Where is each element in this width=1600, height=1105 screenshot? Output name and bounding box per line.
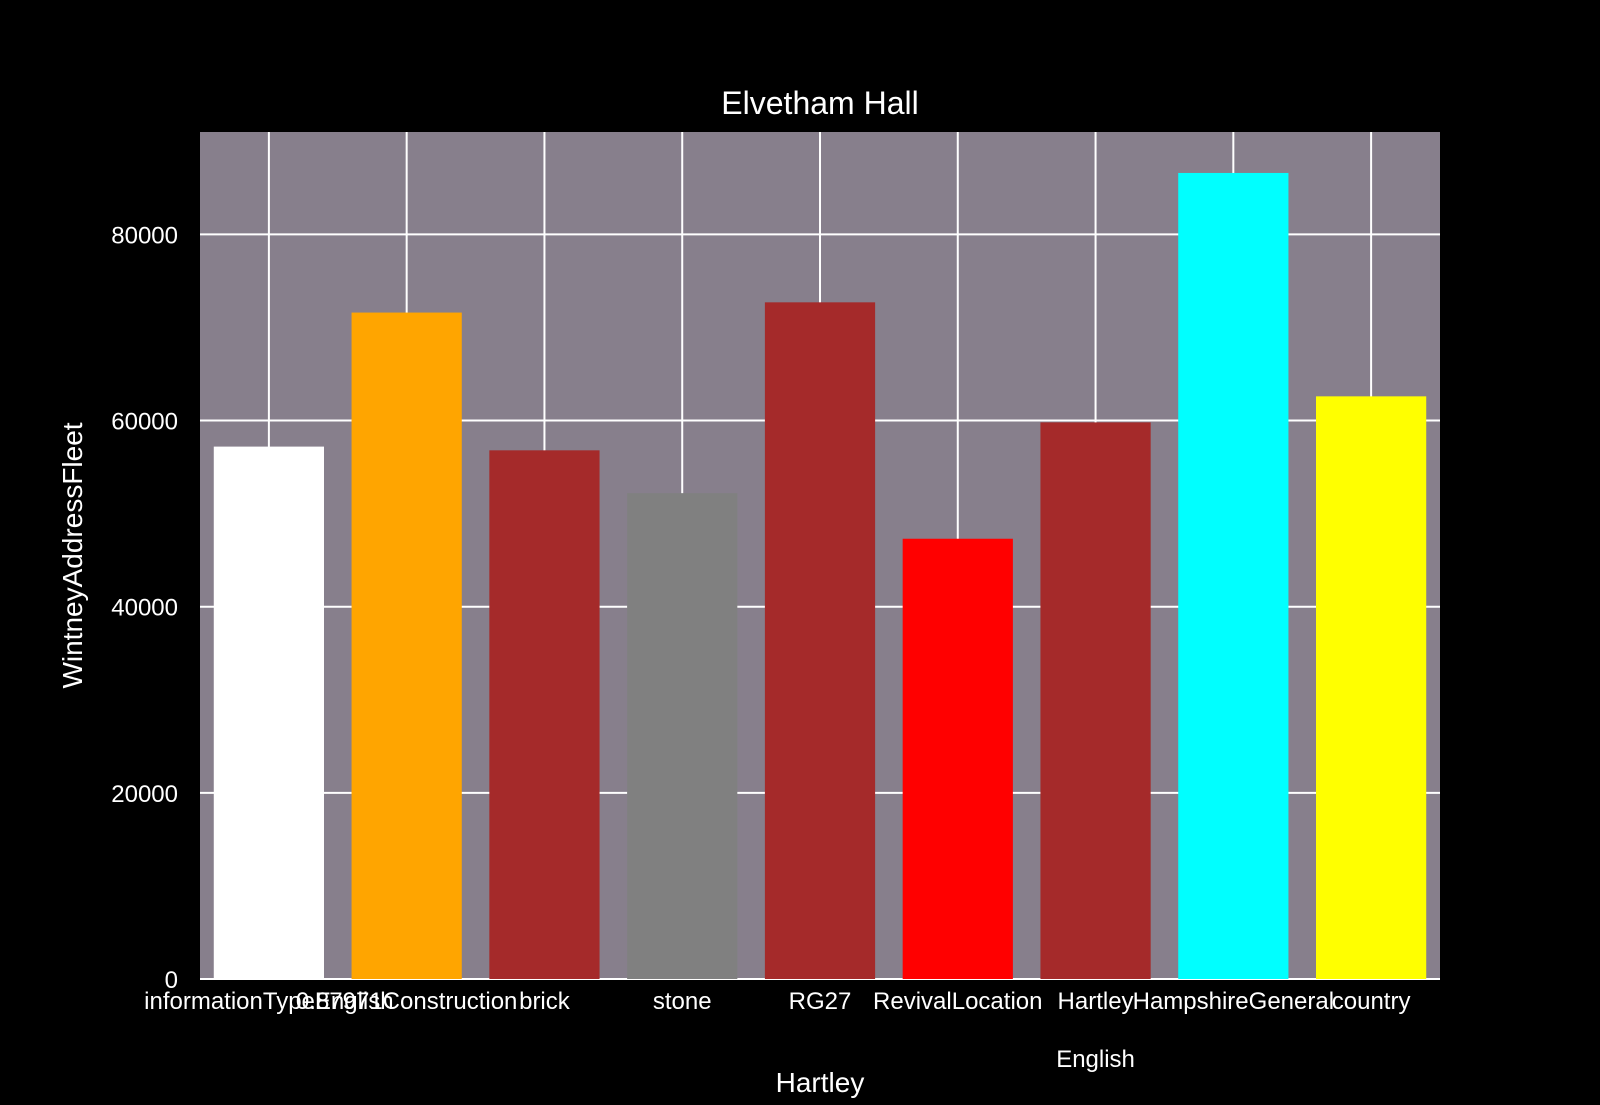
x-tick-sublabel: English	[1056, 1046, 1135, 1073]
x-tick-label: stone	[653, 988, 712, 1015]
y-tick-label: 80000	[111, 222, 178, 249]
bar	[902, 538, 1013, 979]
x-tick-label: RG27	[789, 988, 852, 1015]
x-tick-label: brick	[519, 988, 571, 1015]
chart-title: Elvetham Hall	[721, 85, 918, 121]
bar	[764, 302, 876, 979]
bar	[627, 493, 738, 979]
x-tick-label: informationTypeEnglish	[144, 988, 393, 1015]
bar	[489, 450, 600, 979]
x-tick-label: RevivalLocation	[873, 988, 1042, 1015]
x-tick-label: 0.87971Construction	[296, 988, 517, 1015]
y-tick-label: 60000	[111, 409, 178, 436]
x-tick-label: HampshireGeneral	[1133, 988, 1334, 1015]
x-axis-ticks: informationTypeEnglish0.87971Constructio…	[144, 988, 1410, 1073]
y-tick-label: 0	[165, 967, 178, 994]
bar	[1178, 172, 1289, 979]
bars	[213, 172, 1427, 980]
x-tick-label: country	[1332, 988, 1411, 1015]
bar	[351, 312, 462, 980]
x-axis-label: Hartley	[776, 1067, 865, 1098]
bar	[1040, 422, 1151, 979]
y-axis-label: WintneyAddressFleet	[57, 422, 88, 688]
x-tick-label: Hartley	[1058, 988, 1134, 1015]
y-tick-label: 20000	[111, 781, 178, 808]
y-axis-ticks: 0 20000 40000 60000 80000	[111, 222, 178, 994]
bar	[213, 446, 324, 980]
y-tick-label: 40000	[111, 595, 178, 622]
bar	[1316, 396, 1427, 979]
